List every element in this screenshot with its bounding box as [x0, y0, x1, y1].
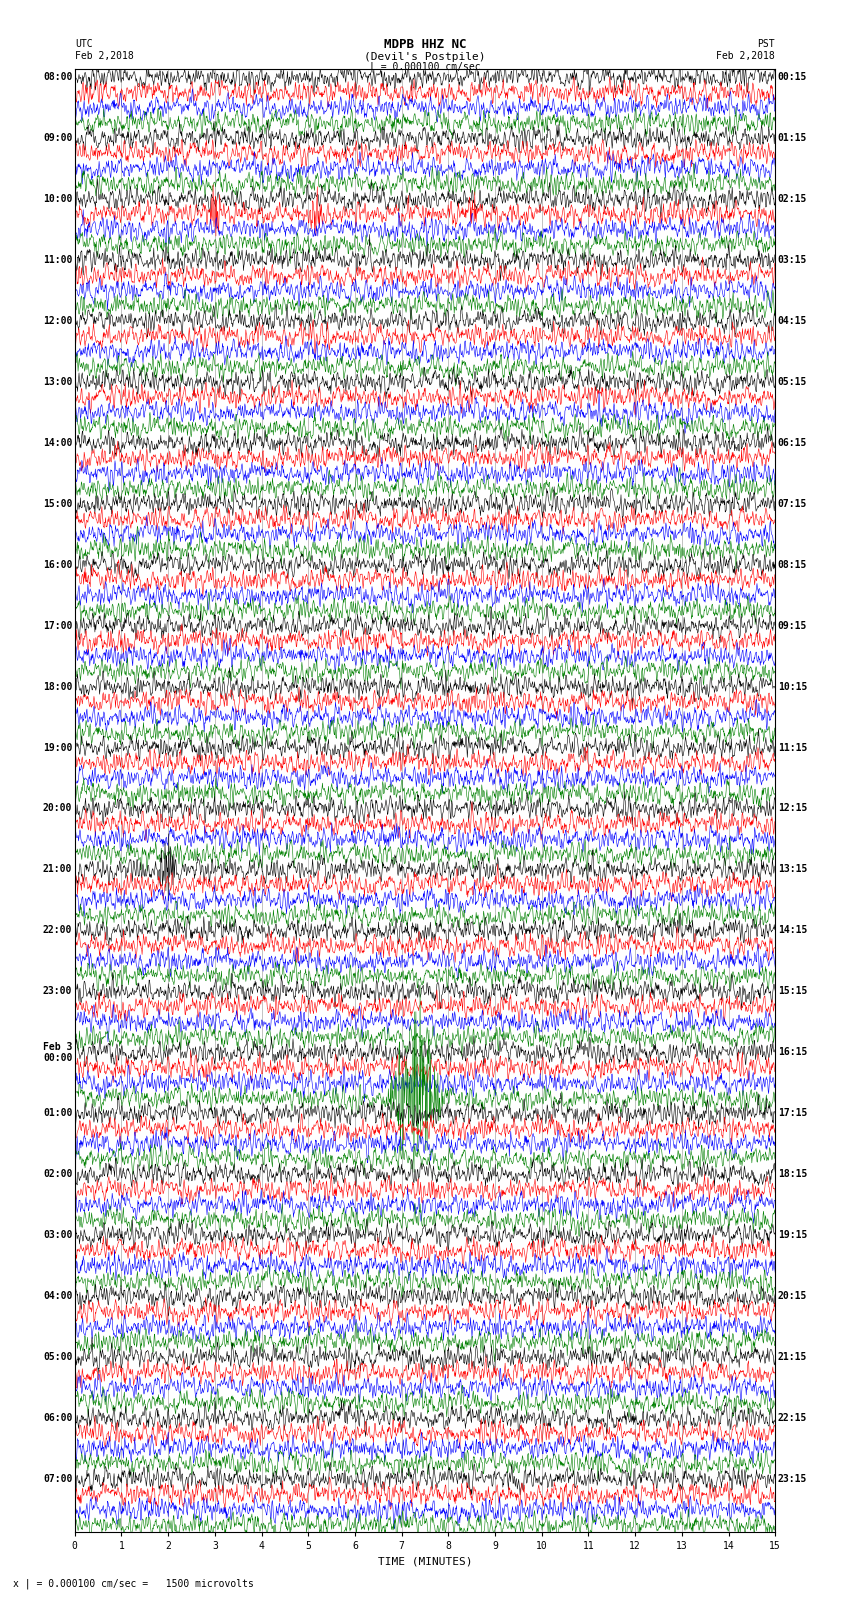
Text: 11:15: 11:15	[778, 742, 807, 753]
Text: | = 0.000100 cm/sec: | = 0.000100 cm/sec	[369, 61, 481, 71]
Text: 10:00: 10:00	[42, 194, 72, 203]
Text: Feb 3
00:00: Feb 3 00:00	[42, 1042, 72, 1063]
Text: (Devil's Postpile): (Devil's Postpile)	[365, 52, 485, 63]
Text: Feb 2,2018: Feb 2,2018	[717, 52, 775, 61]
Text: 02:00: 02:00	[42, 1169, 72, 1179]
Text: 21:00: 21:00	[42, 865, 72, 874]
Text: 14:00: 14:00	[42, 437, 72, 448]
Text: Feb 2,2018: Feb 2,2018	[75, 52, 133, 61]
Text: 18:00: 18:00	[42, 682, 72, 692]
Text: 17:00: 17:00	[42, 621, 72, 631]
Text: 15:15: 15:15	[778, 986, 807, 997]
Text: 19:00: 19:00	[42, 742, 72, 753]
Text: 03:00: 03:00	[42, 1231, 72, 1240]
Text: x | = 0.000100 cm/sec =   1500 microvolts: x | = 0.000100 cm/sec = 1500 microvolts	[13, 1579, 253, 1589]
Text: 12:15: 12:15	[778, 803, 807, 813]
Text: 15:00: 15:00	[42, 498, 72, 508]
Text: 22:00: 22:00	[42, 926, 72, 936]
Text: 03:15: 03:15	[778, 255, 807, 265]
Text: 10:15: 10:15	[778, 682, 807, 692]
Text: 20:15: 20:15	[778, 1290, 807, 1302]
Text: 06:15: 06:15	[778, 437, 807, 448]
Text: 09:15: 09:15	[778, 621, 807, 631]
Text: 01:00: 01:00	[42, 1108, 72, 1118]
Text: PST: PST	[757, 39, 775, 48]
Text: 08:15: 08:15	[778, 560, 807, 569]
Text: 01:15: 01:15	[778, 132, 807, 144]
Text: 11:00: 11:00	[42, 255, 72, 265]
Text: 09:00: 09:00	[42, 132, 72, 144]
Text: 05:00: 05:00	[42, 1352, 72, 1361]
Text: 21:15: 21:15	[778, 1352, 807, 1361]
Text: 00:15: 00:15	[778, 73, 807, 82]
Text: 16:15: 16:15	[778, 1047, 807, 1057]
Text: 04:15: 04:15	[778, 316, 807, 326]
Text: MDPB HHZ NC: MDPB HHZ NC	[383, 37, 467, 50]
Text: 08:00: 08:00	[42, 73, 72, 82]
Text: 12:00: 12:00	[42, 316, 72, 326]
Text: 22:15: 22:15	[778, 1413, 807, 1423]
Text: 07:15: 07:15	[778, 498, 807, 508]
Text: 16:00: 16:00	[42, 560, 72, 569]
Text: 13:00: 13:00	[42, 377, 72, 387]
Text: 02:15: 02:15	[778, 194, 807, 203]
Text: 20:00: 20:00	[42, 803, 72, 813]
Text: 13:15: 13:15	[778, 865, 807, 874]
Text: 18:15: 18:15	[778, 1169, 807, 1179]
Text: 23:00: 23:00	[42, 986, 72, 997]
Text: UTC: UTC	[75, 39, 93, 48]
Text: 19:15: 19:15	[778, 1231, 807, 1240]
Text: 17:15: 17:15	[778, 1108, 807, 1118]
Text: 14:15: 14:15	[778, 926, 807, 936]
X-axis label: TIME (MINUTES): TIME (MINUTES)	[377, 1557, 473, 1566]
Text: 07:00: 07:00	[42, 1474, 72, 1484]
Text: 23:15: 23:15	[778, 1474, 807, 1484]
Text: 05:15: 05:15	[778, 377, 807, 387]
Text: 04:00: 04:00	[42, 1290, 72, 1302]
Text: 06:00: 06:00	[42, 1413, 72, 1423]
